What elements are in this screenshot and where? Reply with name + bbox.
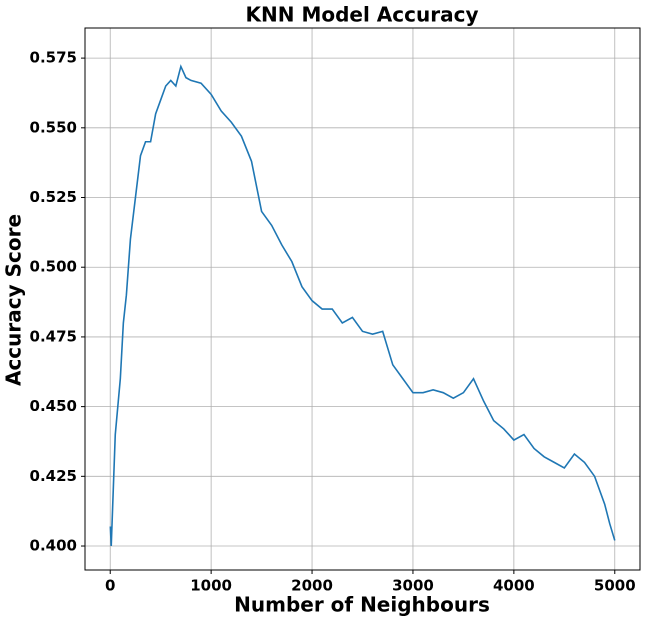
x-tick-label: 2000 xyxy=(291,577,333,595)
x-tick-label: 4000 xyxy=(493,577,535,595)
x-tick-label: 3000 xyxy=(392,577,434,595)
y-tick-label: 0.500 xyxy=(30,258,77,276)
y-tick-label: 0.525 xyxy=(30,188,77,206)
y-tick-label: 0.450 xyxy=(30,397,77,415)
data-line xyxy=(109,64,616,547)
y-tick-label: 0.400 xyxy=(30,537,77,555)
x-tick-label: 1000 xyxy=(190,577,232,595)
plot-frame xyxy=(84,27,641,571)
y-tick-label: 0.425 xyxy=(30,467,77,485)
x-axis-label: Number of Neighbours xyxy=(234,593,490,617)
y-axis-label: Accuracy Score xyxy=(2,214,26,386)
y-tick-label: 0.575 xyxy=(30,49,77,67)
x-tick-label: 5000 xyxy=(594,577,636,595)
y-tick-label: 0.550 xyxy=(30,118,77,136)
chart-title: KNN Model Accuracy xyxy=(246,3,479,27)
y-tick-label: 0.475 xyxy=(30,327,77,345)
x-tick-label: 0 xyxy=(105,577,115,595)
